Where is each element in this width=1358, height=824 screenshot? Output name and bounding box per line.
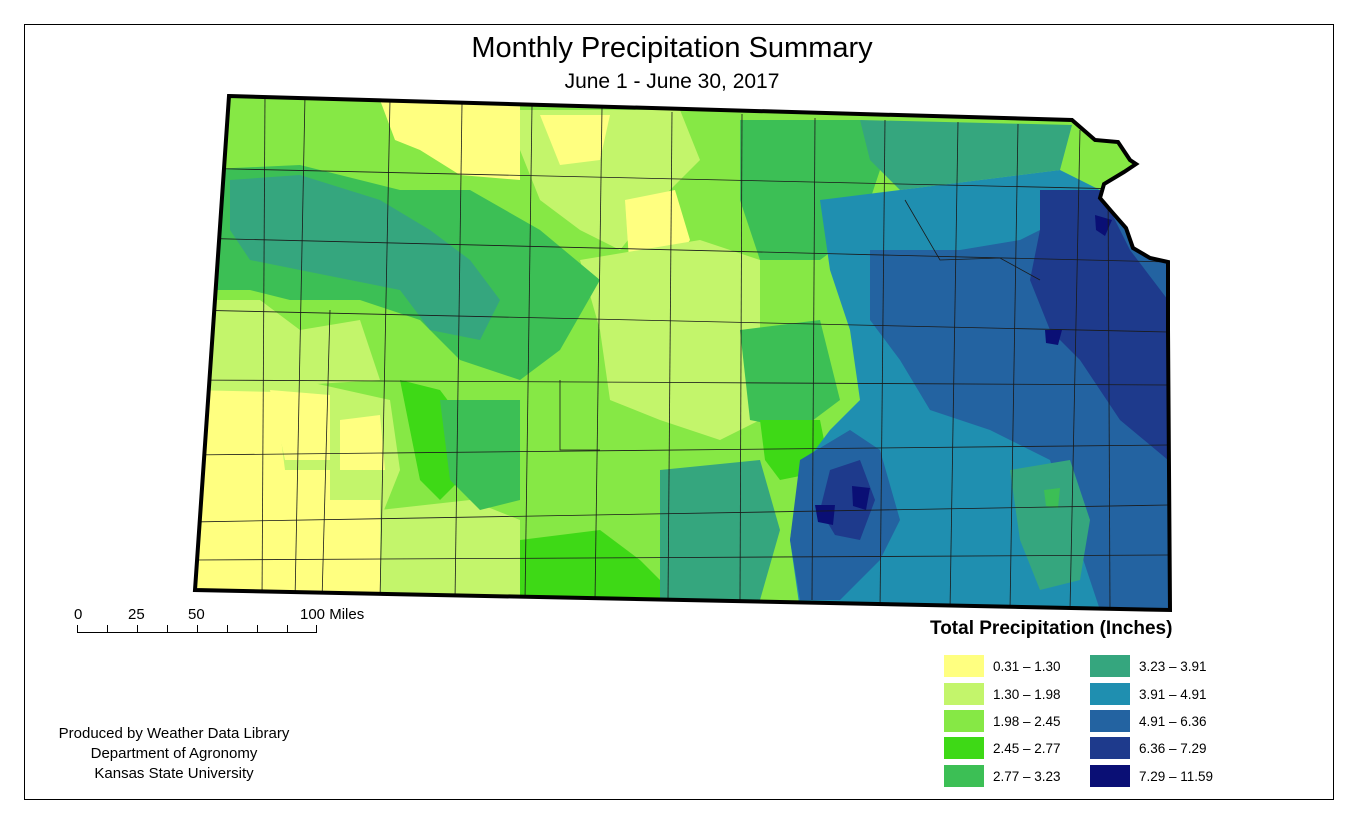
legend-label: 2.45 – 2.77 — [993, 740, 1061, 756]
legend: 0.31 – 1.30 1.30 – 1.98 1.98 – 2.45 2.45… — [944, 655, 1264, 795]
scale-tick — [257, 625, 258, 633]
legend-swatch — [1090, 655, 1130, 677]
legend-label: 1.30 – 1.98 — [993, 686, 1061, 702]
legend-item: 6.36 – 7.29 — [1090, 737, 1207, 759]
scale-tick — [197, 625, 198, 633]
legend-item: 7.29 – 11.59 — [1090, 765, 1213, 787]
legend-item: 2.45 – 2.77 — [944, 737, 1061, 759]
legend-item: 3.91 – 4.91 — [1090, 683, 1207, 705]
scale-tick — [77, 625, 78, 633]
legend-title: Total Precipitation (Inches) — [930, 618, 1173, 639]
kansas-state-border — [192, 93, 1173, 613]
legend-swatch — [944, 683, 984, 705]
credit-block: Produced by Weather Data Library Departm… — [24, 724, 324, 784]
legend-label: 7.29 – 11.59 — [1139, 768, 1214, 784]
county-boundaries — [195, 96, 1169, 610]
scale-label-25: 25 — [128, 606, 145, 623]
precipitation-surface — [195, 96, 1170, 610]
legend-label: 3.91 – 4.91 — [1139, 686, 1207, 702]
legend-item: 2.77 – 3.23 — [944, 765, 1061, 787]
legend-item: 3.23 – 3.91 — [1090, 655, 1207, 677]
map-title: Monthly Precipitation Summary — [471, 32, 873, 64]
legend-item: 1.98 – 2.45 — [944, 710, 1061, 732]
legend-label: 6.36 – 7.29 — [1139, 740, 1207, 756]
map-frame — [24, 24, 1334, 800]
scale-tick — [107, 625, 108, 633]
scale-label-50: 50 — [188, 606, 205, 623]
legend-label: 1.98 – 2.45 — [993, 713, 1061, 729]
legend-swatch — [1090, 737, 1130, 759]
scale-tick — [287, 625, 288, 633]
map-subtitle: June 1 - June 30, 2017 — [564, 70, 780, 93]
legend-swatch — [944, 710, 984, 732]
legend-swatch — [1090, 710, 1130, 732]
credit-line: Department of Agronomy — [90, 745, 258, 762]
scale-tick — [167, 625, 168, 633]
legend-swatch — [1090, 765, 1130, 787]
legend-item: 1.30 – 1.98 — [944, 683, 1061, 705]
legend-item: 4.91 – 6.36 — [1090, 710, 1207, 732]
legend-item: 0.31 – 1.30 — [944, 655, 1061, 677]
legend-label: 4.91 – 6.36 — [1139, 713, 1207, 729]
legend-swatch — [1090, 683, 1130, 705]
legend-label: 3.23 – 3.91 — [1139, 658, 1207, 674]
scale-tick — [316, 625, 317, 633]
credit-line: Kansas State University — [94, 765, 254, 782]
scale-label-0: 0 — [74, 606, 83, 623]
legend-swatch — [944, 655, 984, 677]
credit-line: Produced by Weather Data Library — [58, 725, 290, 742]
legend-swatch — [944, 765, 984, 787]
legend-label: 0.31 – 1.30 — [993, 658, 1061, 674]
scale-tick — [227, 625, 228, 633]
scale-bar: 0 25 50 100 Miles — [60, 602, 390, 652]
scale-tick — [137, 625, 138, 633]
legend-swatch — [944, 737, 984, 759]
scale-label-100: 100 Miles — [300, 606, 365, 623]
legend-label: 2.77 – 3.23 — [993, 768, 1061, 784]
